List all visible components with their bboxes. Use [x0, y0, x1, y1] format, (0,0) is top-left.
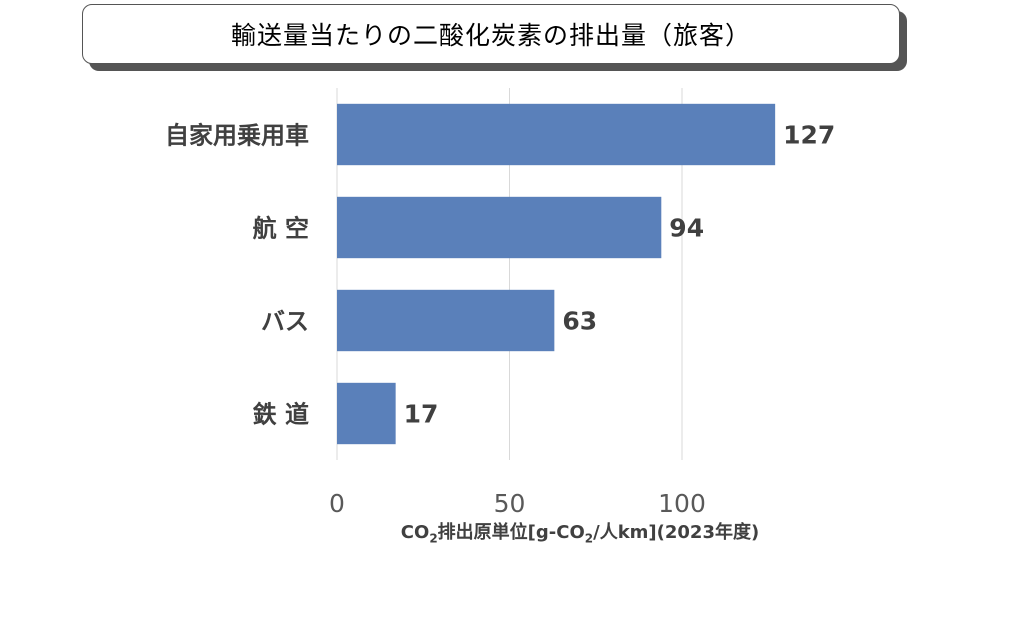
x-axis-label-sub2: 2	[584, 531, 594, 546]
value-label-0: 127	[783, 121, 835, 150]
chart-title-box: 輸送量当たりの二酸化炭素の排出量（旅客）	[82, 4, 900, 64]
category-label-1: 航 空	[253, 215, 309, 243]
bar-3	[337, 382, 396, 445]
category-label-3: 鉄 道	[253, 401, 309, 429]
value-label-2: 63	[562, 307, 597, 336]
category-label-2: バス	[261, 308, 309, 336]
x-tick-label-100: 100	[658, 489, 706, 518]
x-axis-label-pre: CO	[400, 522, 430, 543]
bar-0	[337, 103, 776, 166]
bar-2	[337, 289, 555, 352]
value-label-3: 17	[404, 400, 439, 429]
chart-title: 輸送量当たりの二酸化炭素の排出量（旅客）	[230, 21, 751, 50]
x-axis-label: CO2排出原単位[g-CO2/人km](2023年度)	[300, 518, 860, 546]
category-label-0: 自家用乗用車	[165, 122, 309, 150]
x-tick-label-50: 50	[494, 489, 526, 518]
x-axis-label-mid: 排出原単位[g-CO	[437, 522, 585, 543]
x-axis-label-sub1: 2	[429, 531, 438, 546]
value-label-1: 94	[669, 214, 704, 243]
bar-1	[337, 196, 662, 259]
x-axis-label-post: /人km](2023年度)	[593, 522, 760, 543]
x-tick-label-0: 0	[329, 489, 345, 518]
